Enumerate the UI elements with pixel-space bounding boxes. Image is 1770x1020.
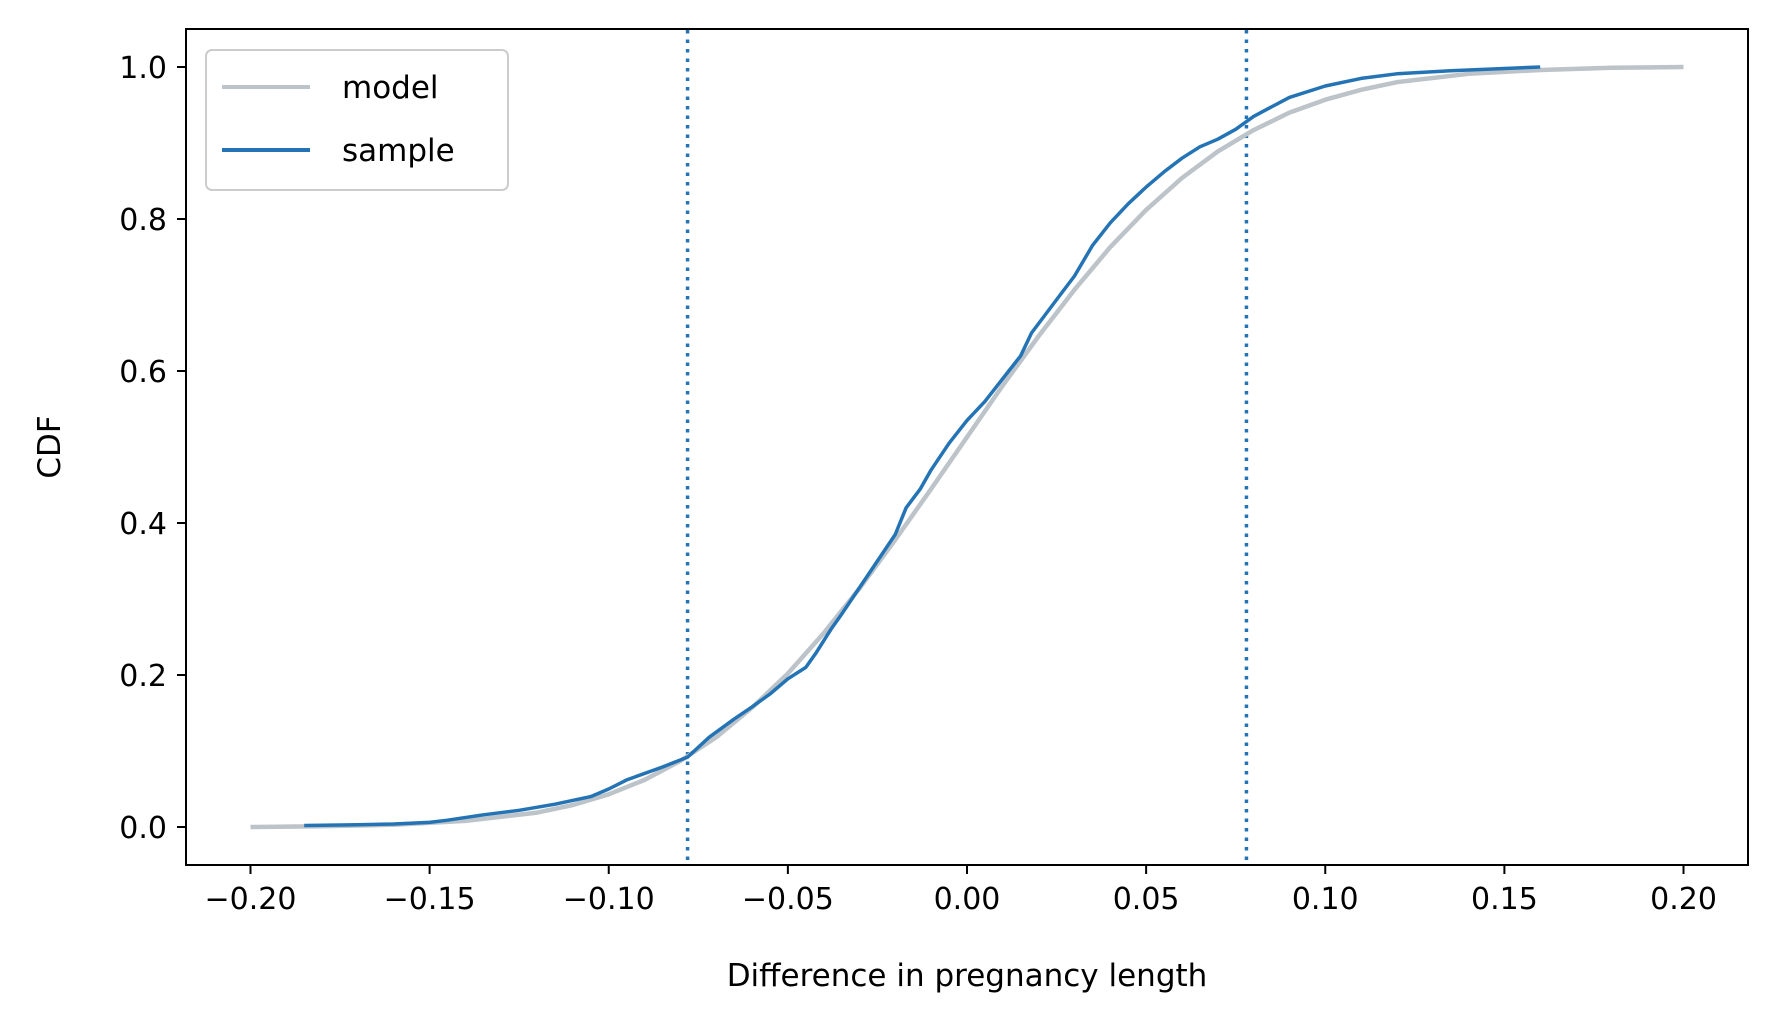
x-tick-label: 0.15: [1471, 882, 1538, 917]
y-tick-label: 0.8: [119, 203, 167, 238]
y-tick-label: 0.0: [119, 811, 167, 846]
x-tick-label: 0.00: [934, 882, 1001, 917]
x-axis-label: Difference in pregnancy length: [727, 958, 1208, 994]
x-tick-label: −0.20: [205, 882, 297, 917]
x-tick-label: 0.10: [1292, 882, 1359, 917]
legend-label-sample: sample: [342, 133, 455, 169]
y-axis-label: CDF: [32, 415, 68, 478]
x-tick-label: 0.20: [1650, 882, 1717, 917]
reference-lines: [685, 30, 1249, 864]
x-axis: −0.20 −0.15 −0.10 −0.05 0.00 0.05 0.10 0.15 0.20: [205, 865, 1717, 917]
x-tick-label: 0.05: [1113, 882, 1180, 917]
series-lines: [250, 64, 1684, 830]
y-tick-label: 1.0: [119, 51, 167, 86]
series-line-sample: [304, 65, 1541, 828]
y-tick-label: 0.2: [119, 659, 167, 694]
y-tick-label: 0.6: [119, 355, 167, 390]
legend: model sample: [205, 49, 509, 191]
x-tick-label: −0.15: [384, 882, 476, 917]
x-tick-label: −0.10: [563, 882, 655, 917]
series-line-model: [250, 64, 1684, 830]
x-tick-label: −0.05: [742, 882, 834, 917]
y-axis: 0.0 0.2 0.4 0.6 0.8 1.0: [119, 51, 186, 846]
legend-label-model: model: [342, 70, 439, 106]
y-tick-label: 0.4: [119, 507, 167, 542]
